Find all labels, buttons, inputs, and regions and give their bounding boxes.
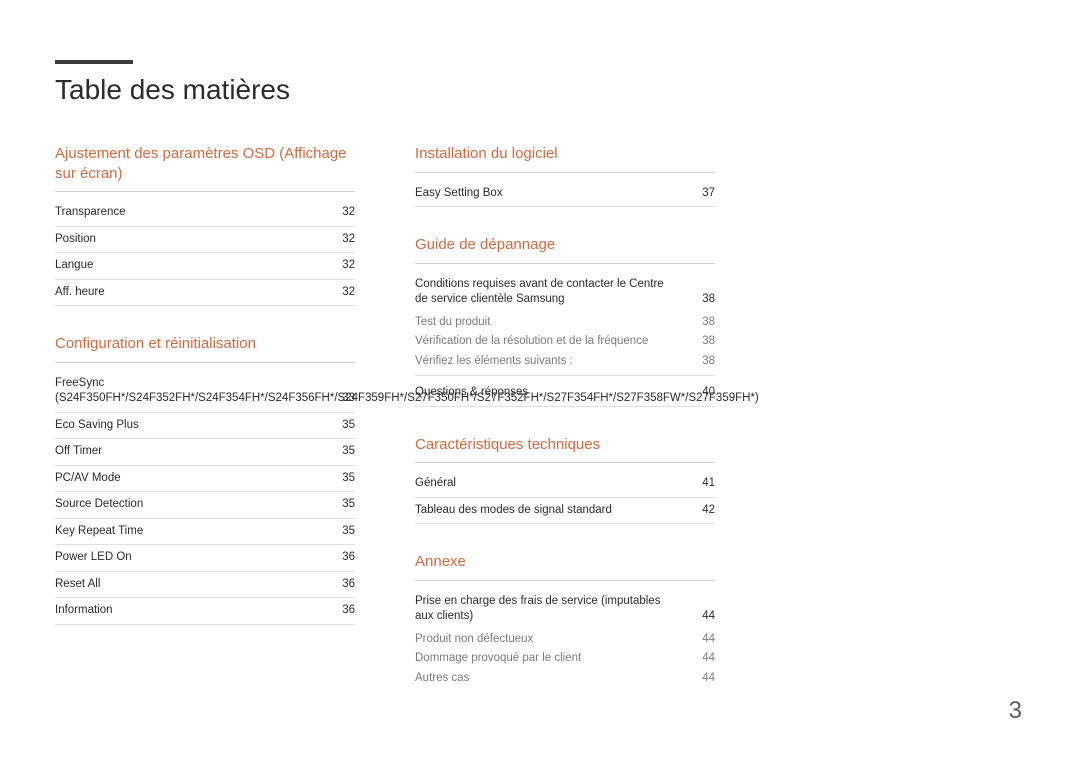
toc-page: 38 — [692, 334, 715, 350]
toc-label: Questions & réponses — [415, 385, 528, 401]
toc-label: Position — [55, 232, 96, 248]
toc-subrow[interactable]: Autres cas 44 — [415, 669, 715, 689]
col-right: Installation du logiciel Easy Setting Bo… — [415, 144, 715, 692]
toc-page: 35 — [332, 524, 355, 540]
toc-group: Prise en charge des frais de service (im… — [415, 589, 715, 689]
toc-label: Transparence — [55, 205, 126, 221]
toc-row[interactable]: Tableau des modes de signal standard 42 — [415, 498, 715, 525]
toc-row[interactable]: Prise en charge des frais de service (im… — [415, 589, 715, 630]
toc-row[interactable]: Transparence 32 — [55, 200, 355, 227]
toc-page: 32 — [332, 205, 355, 221]
section-heading-osd: Ajustement des paramètres OSD (Affichage… — [55, 144, 355, 192]
toc-label: Général — [415, 476, 456, 492]
toc-group: Conditions requises avant de contacter l… — [415, 272, 715, 377]
section-heading-config: Configuration et réinitialisation — [55, 334, 355, 363]
toc-page: 44 — [692, 609, 715, 625]
toc-row[interactable]: Key Repeat Time 35 — [55, 519, 355, 546]
toc-label: Aff. heure — [55, 285, 105, 301]
toc-page: 32 — [332, 232, 355, 248]
toc-label: Dommage provoqué par le client — [415, 651, 581, 667]
toc-label: Autres cas — [415, 671, 469, 687]
toc-page: 36 — [332, 603, 355, 619]
section-heading-install: Installation du logiciel — [415, 144, 715, 173]
toc-page: 44 — [692, 651, 715, 667]
toc-label: Source Detection — [55, 497, 143, 513]
toc-label: Tableau des modes de signal standard — [415, 503, 612, 519]
toc-label: Eco Saving Plus — [55, 418, 139, 434]
toc-page: 42 — [692, 503, 715, 519]
toc-row[interactable]: Questions & réponses 40 — [415, 380, 715, 407]
toc-label: Vérifiez les éléments suivants : — [415, 354, 573, 370]
toc-label: Key Repeat Time — [55, 524, 143, 540]
toc-row[interactable]: Off Timer 35 — [55, 439, 355, 466]
toc-row[interactable]: Power LED On 36 — [55, 545, 355, 572]
toc-page: 44 — [692, 632, 715, 648]
toc-columns: Ajustement des paramètres OSD (Affichage… — [55, 144, 1025, 692]
page-number: 3 — [1009, 697, 1022, 725]
toc-page: 33 — [332, 391, 355, 407]
toc-subrow[interactable]: Produit non défectueux 44 — [415, 630, 715, 650]
toc-row[interactable]: Eco Saving Plus 35 — [55, 413, 355, 440]
toc-label: Vérification de la résolution et de la f… — [415, 334, 648, 350]
toc-page: 44 — [692, 671, 715, 687]
toc-row[interactable]: Position 32 — [55, 227, 355, 254]
toc-row[interactable]: Reset All 36 — [55, 572, 355, 599]
section-heading-debug: Guide de dépannage — [415, 235, 715, 264]
toc-subrow[interactable]: Test du produit 38 — [415, 313, 715, 333]
toc-page: 35 — [332, 418, 355, 434]
toc-page: 36 — [332, 550, 355, 566]
toc-page: 38 — [692, 354, 715, 370]
toc-page: 41 — [692, 476, 715, 492]
toc-subrow[interactable]: Vérifiez les éléments suivants : 38 — [415, 352, 715, 377]
page-title: Table des matières — [55, 74, 1025, 106]
toc-row[interactable]: Information 36 — [55, 598, 355, 625]
section-heading-annexe: Annexe — [415, 552, 715, 581]
toc-label: Power LED On — [55, 550, 132, 566]
accent-bar — [55, 60, 133, 64]
toc-page: 35 — [332, 471, 355, 487]
toc-row[interactable]: Source Detection 35 — [55, 492, 355, 519]
toc-label: Test du produit — [415, 315, 490, 331]
section-heading-specs: Caractéristiques techniques — [415, 435, 715, 464]
toc-page: 36 — [332, 577, 355, 593]
toc-label: PC/AV Mode — [55, 471, 121, 487]
toc-label: Off Timer — [55, 444, 102, 460]
toc-label: Conditions requises avant de contacter l… — [415, 277, 675, 308]
toc-page: 32 — [332, 285, 355, 301]
toc-label: Easy Setting Box — [415, 186, 503, 202]
toc-page: 35 — [332, 444, 355, 460]
toc-page: 35 — [332, 497, 355, 513]
toc-page: 38 — [692, 315, 715, 331]
toc-row[interactable]: Général 41 — [415, 471, 715, 498]
toc-page: 37 — [692, 186, 715, 202]
toc-row[interactable]: PC/AV Mode 35 — [55, 466, 355, 493]
toc-page: 38 — [692, 292, 715, 308]
toc-row[interactable]: Aff. heure 32 — [55, 280, 355, 307]
toc-row[interactable]: Conditions requises avant de contacter l… — [415, 272, 715, 313]
toc-row[interactable]: Easy Setting Box 37 — [415, 181, 715, 208]
col-left: Ajustement des paramètres OSD (Affichage… — [55, 144, 355, 692]
toc-row[interactable]: Langue 32 — [55, 253, 355, 280]
toc-page: 32 — [332, 258, 355, 274]
toc-label: Reset All — [55, 577, 100, 593]
toc-label: Produit non défectueux — [415, 632, 533, 648]
toc-label: Prise en charge des frais de service (im… — [415, 594, 675, 625]
toc-subrow[interactable]: Vérification de la résolution et de la f… — [415, 332, 715, 352]
toc-row[interactable]: FreeSync (S24F350FH*/S24F352FH*/S24F354F… — [55, 371, 355, 413]
toc-label: Langue — [55, 258, 93, 274]
toc-page: 40 — [692, 385, 715, 401]
toc-label: Information — [55, 603, 113, 619]
toc-label: FreeSync (S24F350FH*/S24F352FH*/S24F354F… — [55, 376, 315, 407]
toc-subrow[interactable]: Dommage provoqué par le client 44 — [415, 649, 715, 669]
